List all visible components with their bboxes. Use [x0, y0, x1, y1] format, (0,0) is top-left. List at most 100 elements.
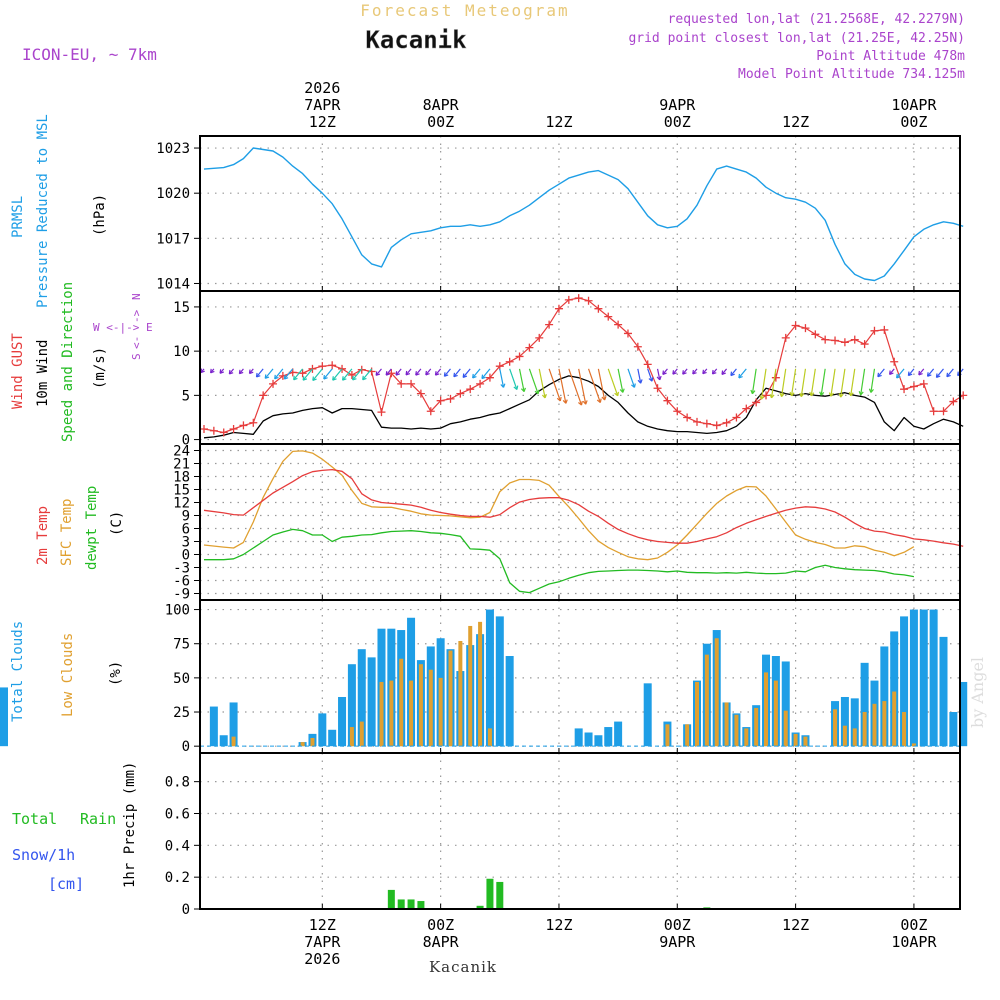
- low-cloud-bar: [724, 702, 729, 747]
- wind-arrow-head: [672, 370, 677, 375]
- wind-arrow: [946, 368, 954, 378]
- wind-arrow: [312, 368, 323, 381]
- y-tick-label: 18: [173, 470, 190, 486]
- low-cloud-bar: [773, 680, 778, 747]
- model-point-altitude: Model Point Altitude 734.125m: [738, 67, 965, 82]
- top-time-label: 00Z: [900, 113, 927, 131]
- wind-arrow-head: [721, 370, 726, 376]
- wind-arrow-head: [274, 374, 279, 380]
- wind-arrow: [395, 368, 402, 376]
- total-cloud-bar: [929, 609, 938, 747]
- total-cloud-bar: [850, 698, 859, 747]
- wind-arrow: [342, 368, 353, 381]
- low-cloud-bar: [428, 669, 433, 747]
- gust-point: [604, 312, 613, 321]
- grid-point-coords: grid point closest lon,lat (21.25E, 42.2…: [628, 31, 965, 46]
- y-tick-label: 21: [173, 457, 190, 473]
- top-time-label: 7APR: [304, 96, 341, 114]
- gust-point: [860, 340, 869, 349]
- gust-point: [771, 373, 780, 382]
- panel-pressure-frame: [199, 135, 961, 292]
- wind-arrow: [518, 368, 525, 392]
- low-cloud-bar: [379, 681, 384, 747]
- rain-bar: [407, 899, 415, 909]
- gust-point: [653, 384, 662, 393]
- gust-point: [801, 324, 810, 333]
- y-tick-label: 1014: [156, 276, 190, 292]
- low-cloud-bar: [803, 736, 808, 747]
- wind-arrow-head: [362, 375, 367, 381]
- gust-point: [742, 404, 751, 413]
- wind-arrow: [850, 368, 856, 396]
- gust-point: [397, 379, 406, 388]
- wind-arrow-head: [341, 376, 347, 381]
- pressure-label-long: Pressure Reduced to MSL: [35, 114, 51, 308]
- wind-arrow-head: [375, 371, 381, 376]
- wind-arrow-head: [738, 373, 743, 379]
- wind-arrow-head: [434, 371, 440, 376]
- bottom-time-label: 7APR: [304, 933, 341, 951]
- gust-point: [909, 382, 918, 391]
- wind-arrow: [607, 368, 619, 397]
- low-cloud-bar: [833, 709, 838, 747]
- wind-arrow-head: [425, 370, 430, 376]
- rain-bar: [417, 901, 425, 909]
- wind-arrow: [647, 368, 653, 382]
- gust-point: [870, 326, 879, 335]
- point-altitude: Point Altitude 478m: [816, 49, 965, 64]
- gust-point: [377, 408, 386, 417]
- gust-point: [219, 428, 228, 437]
- wind-arrow: [721, 368, 728, 375]
- wind-arrow-head: [702, 369, 707, 375]
- bottom-time-label: 2026: [304, 950, 340, 968]
- gust-point: [269, 379, 278, 388]
- wind-arrow: [538, 368, 546, 399]
- gust-point: [584, 296, 593, 305]
- compass-west-east: W <-|-> E: [93, 321, 153, 334]
- wind-arrow-head: [293, 375, 298, 381]
- y-tick-label: 0: [182, 902, 190, 918]
- bottom-time-label: 12Z: [309, 916, 336, 934]
- wind-arrow: [656, 368, 661, 380]
- wind-arrow-head: [562, 399, 568, 404]
- total-cloud-bar: [338, 696, 347, 747]
- wind-arrow: [323, 368, 333, 380]
- gust-point: [278, 371, 287, 380]
- wind-arrow: [830, 368, 836, 397]
- wind-label-gust: Wind GUST: [10, 333, 26, 409]
- wind-arrow: [662, 368, 668, 375]
- y-tick-label: 0.2: [165, 870, 190, 886]
- low-cloud-bar: [714, 638, 719, 747]
- gust-point: [693, 417, 701, 426]
- wind-arrow: [889, 368, 895, 375]
- low-cloud-bar: [478, 621, 483, 747]
- low-cloud-bar: [783, 710, 788, 747]
- wind-arrow: [481, 368, 491, 379]
- gust-point: [446, 394, 455, 403]
- low-cloud-bar: [793, 733, 798, 747]
- gust-point: [663, 396, 672, 405]
- low-cloud-bar: [418, 664, 423, 747]
- wind-arrow: [405, 368, 412, 376]
- wind-arrow-head: [858, 391, 864, 396]
- y-tick-label: 0.8: [165, 775, 190, 791]
- gust-point: [476, 379, 485, 388]
- wind-arrow-head: [601, 396, 607, 401]
- top-time-label: 00Z: [427, 113, 454, 131]
- wind-arrow: [425, 368, 432, 376]
- compass-south-arrow: <-: [130, 336, 143, 349]
- low-cloud-bar: [882, 701, 887, 747]
- wind-arrow: [860, 368, 866, 396]
- low-cloud-bar: [911, 743, 916, 747]
- wind-arrow-head: [415, 371, 420, 376]
- wind-arrow: [283, 368, 294, 380]
- location-title: Kacanik: [365, 26, 467, 54]
- total-cloud-bar: [229, 702, 238, 747]
- gust-point: [505, 357, 514, 366]
- wind-arrow-head: [405, 370, 411, 376]
- wind-label-10m: 10m Wind: [35, 340, 51, 407]
- wind-arrow-head: [848, 391, 854, 397]
- wind-arrow-head: [819, 391, 825, 396]
- total-cloud-bar: [485, 609, 494, 747]
